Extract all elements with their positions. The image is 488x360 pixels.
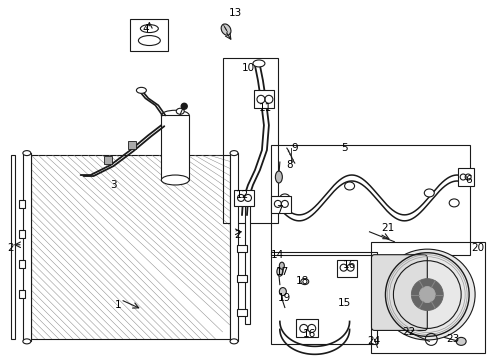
Bar bbox=[237, 310, 246, 316]
Text: 7: 7 bbox=[276, 205, 283, 215]
Text: 2: 2 bbox=[234, 230, 241, 240]
Ellipse shape bbox=[138, 36, 160, 45]
Bar bbox=[223, 58, 277, 223]
Circle shape bbox=[419, 287, 434, 302]
Bar bbox=[229, 153, 238, 341]
Text: 17: 17 bbox=[276, 267, 289, 276]
Text: 12: 12 bbox=[235, 190, 248, 200]
Bar bbox=[457, 168, 473, 186]
Text: 16: 16 bbox=[303, 329, 316, 339]
FancyBboxPatch shape bbox=[371, 255, 427, 330]
Text: 22: 22 bbox=[402, 327, 415, 337]
Text: 13: 13 bbox=[228, 8, 241, 18]
Text: 5: 5 bbox=[341, 143, 347, 153]
Bar bbox=[234, 190, 253, 206]
Ellipse shape bbox=[161, 110, 189, 120]
Text: 14: 14 bbox=[271, 250, 284, 260]
Text: 23: 23 bbox=[446, 334, 459, 345]
Text: 4: 4 bbox=[142, 24, 148, 33]
Ellipse shape bbox=[161, 175, 189, 185]
Bar bbox=[237, 275, 246, 282]
Text: 18: 18 bbox=[296, 276, 309, 285]
Bar bbox=[270, 145, 469, 255]
Ellipse shape bbox=[448, 199, 458, 207]
Bar bbox=[161, 115, 189, 180]
Circle shape bbox=[181, 103, 187, 109]
Bar bbox=[128, 141, 136, 149]
Bar bbox=[19, 230, 25, 238]
Bar bbox=[11, 155, 15, 339]
Bar bbox=[270, 252, 377, 345]
Text: 10: 10 bbox=[241, 63, 254, 73]
Text: 3: 3 bbox=[110, 180, 117, 190]
Bar bbox=[31, 155, 229, 339]
Bar bbox=[19, 289, 25, 298]
Bar bbox=[237, 245, 246, 252]
Ellipse shape bbox=[275, 171, 282, 183]
Text: 2: 2 bbox=[8, 243, 14, 253]
Text: 16: 16 bbox=[342, 260, 355, 270]
Circle shape bbox=[410, 279, 442, 310]
Ellipse shape bbox=[379, 249, 474, 340]
Bar bbox=[295, 319, 317, 337]
Text: 21: 21 bbox=[380, 223, 393, 233]
Bar bbox=[253, 90, 273, 108]
Ellipse shape bbox=[23, 150, 31, 156]
Ellipse shape bbox=[229, 150, 238, 156]
Bar bbox=[23, 153, 31, 341]
Text: 19: 19 bbox=[278, 293, 291, 302]
Bar bbox=[370, 242, 484, 353]
Ellipse shape bbox=[229, 339, 238, 344]
Text: 15: 15 bbox=[337, 297, 350, 307]
Ellipse shape bbox=[221, 24, 230, 35]
Ellipse shape bbox=[300, 279, 308, 285]
Text: 20: 20 bbox=[470, 243, 484, 253]
Text: 24: 24 bbox=[366, 336, 379, 346]
Ellipse shape bbox=[23, 339, 31, 344]
Bar bbox=[336, 260, 356, 276]
Ellipse shape bbox=[276, 267, 282, 276]
Ellipse shape bbox=[140, 24, 158, 32]
Text: 6: 6 bbox=[464, 175, 470, 185]
Ellipse shape bbox=[344, 182, 354, 190]
Bar bbox=[130, 19, 168, 50]
Ellipse shape bbox=[136, 87, 146, 93]
Ellipse shape bbox=[252, 60, 264, 67]
Text: 1: 1 bbox=[115, 300, 122, 310]
Ellipse shape bbox=[176, 108, 184, 114]
Bar bbox=[103, 156, 112, 164]
Bar bbox=[19, 260, 25, 268]
Text: 8: 8 bbox=[286, 160, 292, 170]
Ellipse shape bbox=[279, 262, 284, 269]
Bar bbox=[19, 200, 25, 208]
Ellipse shape bbox=[279, 288, 286, 296]
Ellipse shape bbox=[279, 194, 289, 202]
Bar bbox=[270, 196, 290, 213]
Ellipse shape bbox=[424, 189, 433, 197]
Text: 11: 11 bbox=[259, 103, 272, 113]
Text: 9: 9 bbox=[291, 143, 298, 153]
Bar bbox=[244, 200, 249, 324]
Ellipse shape bbox=[455, 337, 465, 345]
